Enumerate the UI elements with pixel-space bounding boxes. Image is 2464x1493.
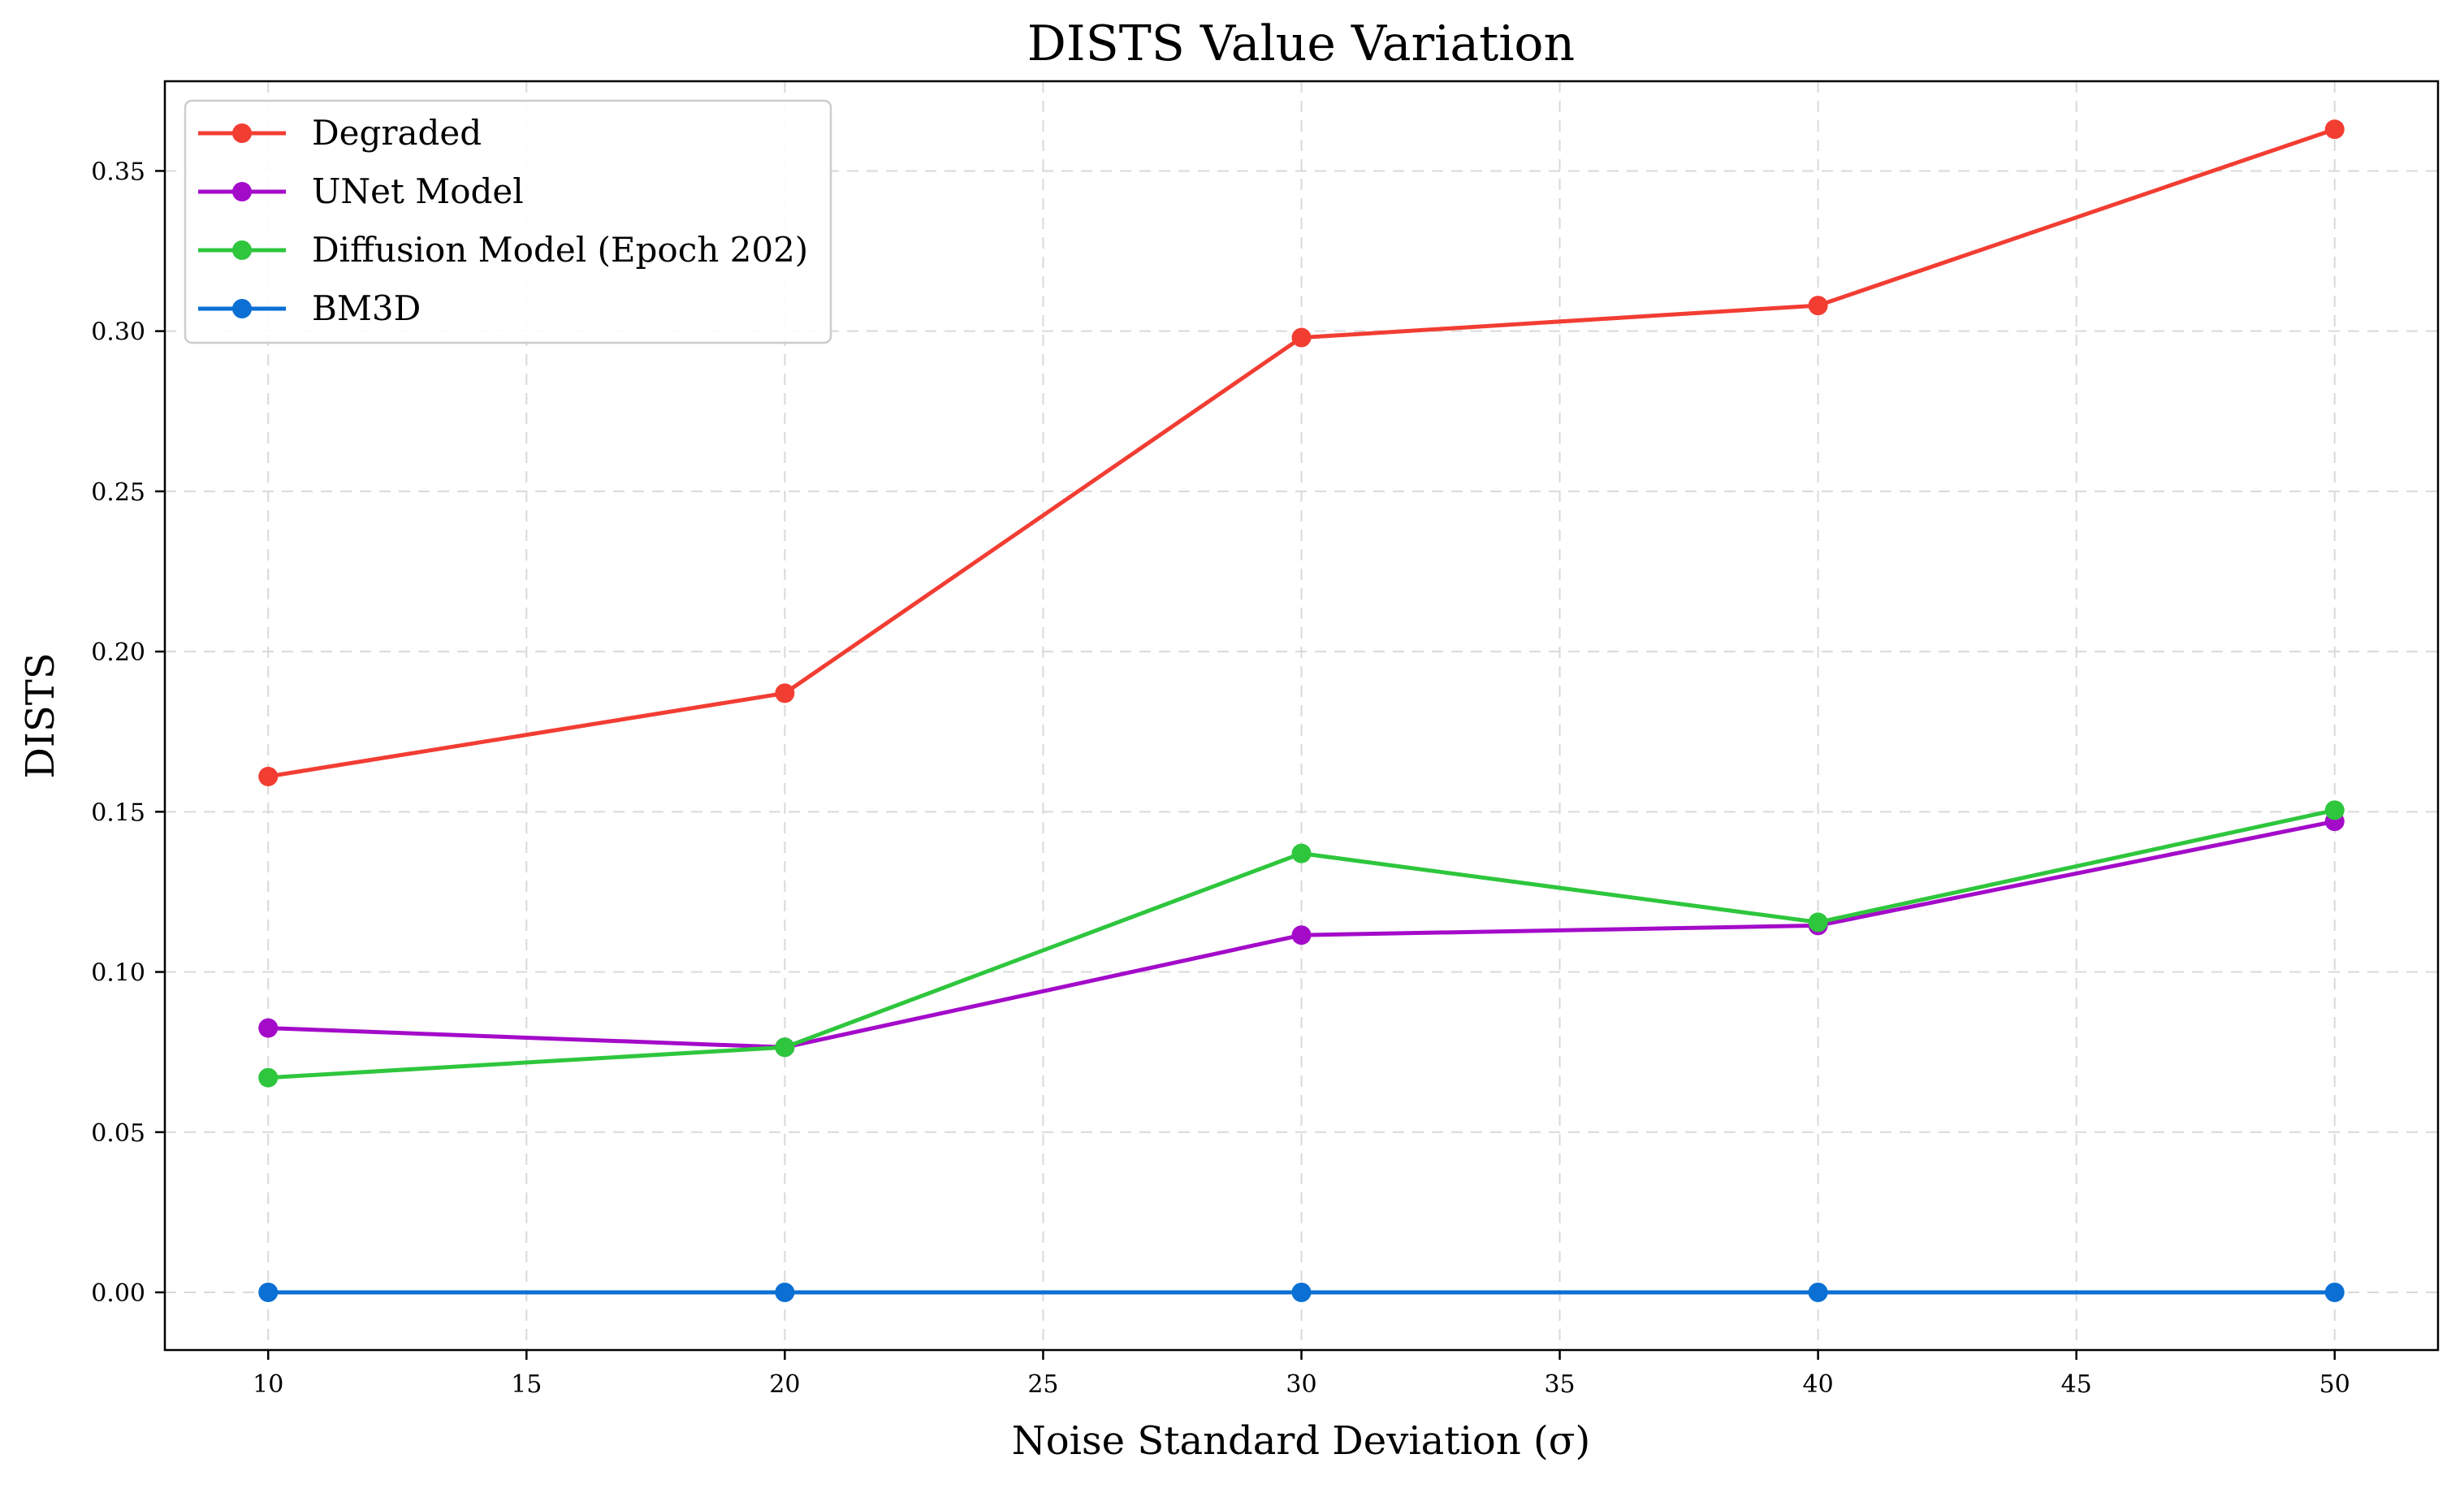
series-layer bbox=[258, 119, 2345, 1302]
series-degraded bbox=[258, 119, 2345, 786]
data-point-diffusion-model-epoch-202 bbox=[1808, 912, 1828, 933]
data-point-diffusion-model-epoch-202 bbox=[1291, 843, 1312, 863]
legend-marker bbox=[232, 123, 252, 143]
y-tick-label: 0.05 bbox=[91, 1119, 145, 1148]
data-point-degraded bbox=[1808, 296, 1828, 316]
data-point-bm3d bbox=[775, 1283, 795, 1302]
x-axis: 10 15 20 25 30 35 40 45 50 bbox=[253, 1350, 2350, 1399]
data-point-bm3d bbox=[258, 1283, 279, 1302]
legend-item-bm3d: BM3D bbox=[198, 288, 421, 328]
legend-label: UNet Model bbox=[312, 171, 524, 211]
data-point-diffusion-model-epoch-202 bbox=[775, 1037, 795, 1058]
data-point-unet-model bbox=[1291, 925, 1312, 946]
legend-item-unet-model: UNet Model bbox=[198, 171, 524, 211]
legend-marker bbox=[232, 299, 252, 318]
data-point-bm3d bbox=[2324, 1283, 2345, 1302]
legend-marker bbox=[232, 182, 252, 201]
data-point-degraded bbox=[1291, 327, 1312, 348]
series-diffusion-model-epoch-202 bbox=[258, 800, 2345, 1088]
legend-label: BM3D bbox=[312, 288, 421, 328]
x-tick-label: 30 bbox=[1286, 1370, 1316, 1399]
x-tick-label: 15 bbox=[511, 1370, 542, 1399]
data-point-degraded bbox=[775, 683, 795, 703]
data-point-bm3d bbox=[1291, 1283, 1312, 1302]
legend-label: Degraded bbox=[312, 113, 482, 153]
y-tick-label: 0.00 bbox=[91, 1279, 145, 1308]
y-axis: 0.00 0.05 0.10 0.15 0.20 0.25 0.30 0.35 bbox=[91, 158, 165, 1308]
x-tick-label: 20 bbox=[769, 1370, 800, 1399]
data-point-degraded bbox=[258, 766, 279, 786]
x-tick-label: 50 bbox=[2319, 1370, 2350, 1399]
legend-box bbox=[184, 99, 832, 344]
y-tick-label: 0.25 bbox=[91, 478, 145, 507]
y-axis-label: DISTS bbox=[18, 652, 63, 778]
x-tick-label: 25 bbox=[1027, 1370, 1058, 1399]
x-axis-label: Noise Standard Deviation (σ) bbox=[1012, 1418, 1590, 1464]
data-point-diffusion-model-epoch-202 bbox=[2324, 800, 2345, 820]
legend-item-degraded: Degraded bbox=[198, 113, 482, 153]
y-tick-label: 0.30 bbox=[91, 318, 145, 347]
y-tick-label: 0.15 bbox=[91, 798, 145, 827]
data-point-bm3d bbox=[1808, 1283, 1828, 1302]
y-tick-label: 0.10 bbox=[91, 959, 145, 988]
x-tick-label: 40 bbox=[1803, 1370, 1834, 1399]
chart-title: DISTS Value Variation bbox=[1027, 15, 1575, 72]
legend-item-diffusion-model-epoch-202: Diffusion Model (Epoch 202) bbox=[198, 230, 808, 270]
y-tick-label: 0.20 bbox=[91, 638, 145, 667]
y-tick-label: 0.35 bbox=[91, 158, 145, 186]
x-tick-label: 45 bbox=[2061, 1370, 2092, 1399]
legend: Degraded UNet Model Diffusion Model (Epoch… bbox=[184, 99, 832, 344]
x-tick-label: 35 bbox=[1544, 1370, 1575, 1399]
data-point-diffusion-model-epoch-202 bbox=[258, 1067, 279, 1088]
x-tick-label: 10 bbox=[253, 1370, 283, 1399]
legend-marker bbox=[232, 240, 252, 260]
legend-label: Diffusion Model (Epoch 202) bbox=[312, 230, 808, 270]
data-point-unet-model bbox=[258, 1018, 279, 1038]
series-bm3d bbox=[258, 1283, 2345, 1302]
data-point-degraded bbox=[2324, 119, 2345, 140]
